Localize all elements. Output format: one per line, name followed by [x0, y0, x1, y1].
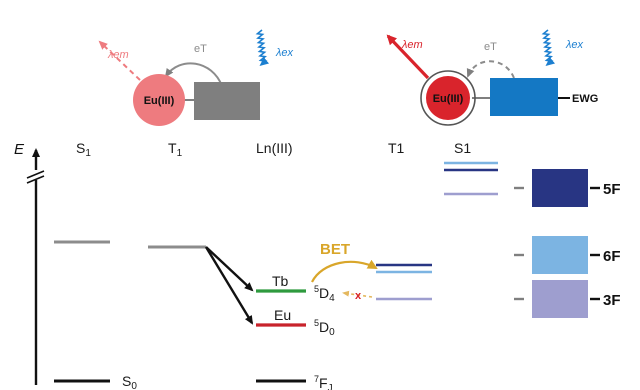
transfer-arrow-tb	[205, 246, 254, 292]
lambda-ex-left: λex	[275, 47, 294, 59]
s1-levels-right	[444, 161, 498, 196]
eu-label-right: Eu(III)	[433, 93, 464, 105]
legend-item-6f: 6F	[514, 236, 621, 274]
label-5d4: 5D4	[314, 284, 335, 304]
substituent-legend: 5F 6F 3F	[514, 169, 621, 318]
eu-circle-ring	[420, 70, 476, 126]
label-5d0: 5D0	[314, 318, 335, 338]
label-eu: Eu	[274, 307, 291, 323]
eu-label-left: Eu(III)	[144, 95, 175, 107]
axis-break	[26, 170, 46, 184]
column-headers: S1 T1 Ln(III) T1 S1	[76, 140, 471, 159]
bet-arrow	[311, 259, 378, 283]
ewg-label: EWG	[572, 93, 598, 105]
et-arrow-right	[466, 60, 515, 79]
blocked-transfer-arrow	[342, 290, 373, 298]
back-energy-transfer: BET x	[311, 241, 432, 302]
schematic-ewg: eT Eu(III) EWG λem λex	[386, 29, 598, 126]
label-s0: S0	[122, 373, 137, 390]
legend-block-navy	[532, 169, 588, 207]
legend-label-6f: 6F	[603, 248, 621, 265]
blocked-mark: x	[355, 290, 362, 302]
jablonski-left: S0 Tb 5D4 Eu 5D0 7FJ	[54, 240, 335, 390]
lambda-em-left: λem	[107, 49, 129, 61]
energy-axis: E	[14, 141, 46, 385]
legend-block-lightblue	[532, 236, 588, 274]
lambda-em-right: λem	[401, 39, 423, 51]
lambda-ex-right: λex	[565, 39, 584, 51]
legend-item-3f: 3F	[514, 280, 621, 318]
header-ln: Ln(III)	[256, 140, 293, 156]
bet-label: BET	[320, 241, 350, 258]
header-s1: S1	[76, 140, 91, 159]
excitation-wave-right	[541, 29, 556, 67]
legend-label-3f: 3F	[603, 292, 621, 309]
header-t1: T1	[168, 140, 183, 159]
header-t1-right: T1	[388, 140, 405, 156]
chromophore-block-blue	[490, 78, 558, 116]
legend-item-5f: 5F	[514, 169, 621, 207]
chromophore-block-gray	[194, 82, 260, 120]
header-s1-right: S1	[454, 140, 471, 156]
energy-axis-label: E	[14, 141, 25, 158]
emission-arrow-bright	[386, 34, 430, 80]
et-label-right: eT	[484, 41, 497, 53]
label-tb: Tb	[272, 273, 289, 289]
transfer-arrow-eu	[204, 246, 254, 325]
eu-circle-faded	[133, 74, 185, 126]
label-7fj: 7FJ	[314, 374, 333, 390]
emission-arrow-faded	[98, 40, 141, 81]
et-arrow-left	[164, 62, 223, 87]
excitation-wave-left	[255, 29, 270, 67]
legend-block-lavender	[532, 280, 588, 318]
et-label-left: eT	[194, 43, 207, 55]
schematic-unsubstituted: eT Eu(III) λem λex	[98, 29, 294, 126]
legend-label-5f: 5F	[603, 181, 621, 198]
eu-circle-bright	[426, 76, 470, 120]
